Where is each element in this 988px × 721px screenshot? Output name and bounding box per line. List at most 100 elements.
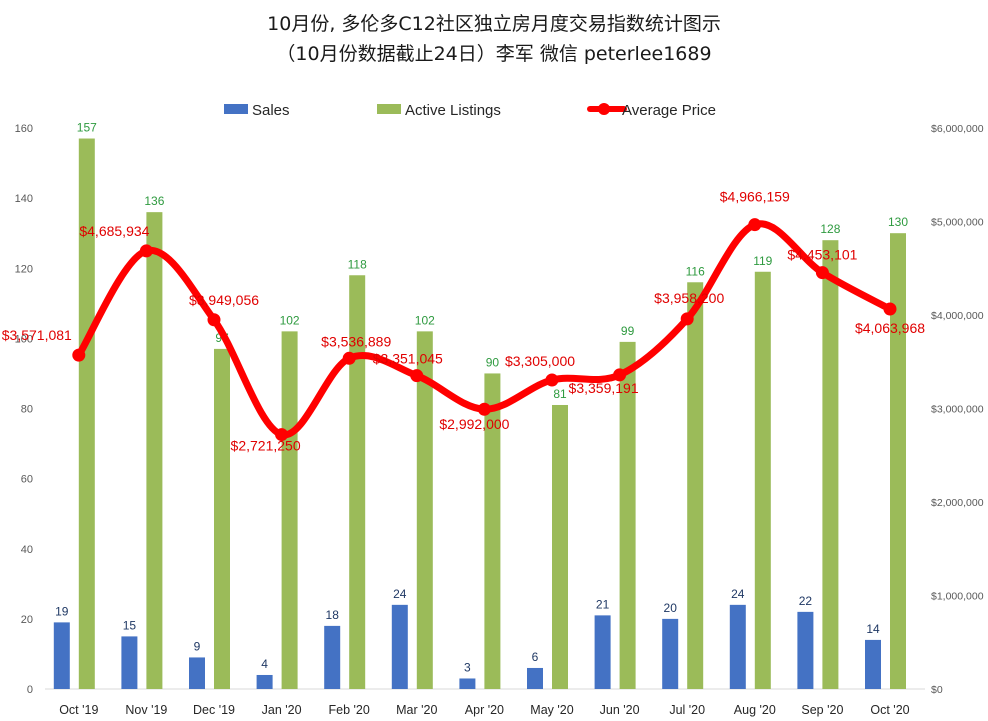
price-marker [139, 244, 153, 258]
y-right-tick-label: $2,000,000 [931, 497, 984, 509]
price-data-label: $3,305,000 [505, 353, 575, 369]
sales-data-label: 9 [194, 639, 201, 653]
y-left-tick-label: 140 [15, 193, 33, 205]
bar-labels: 1915715136997410218118241023906812199201… [55, 121, 908, 675]
sales-data-label: 6 [532, 650, 539, 664]
sales-data-label: 15 [123, 618, 137, 632]
y-right-tick-label: $4,000,000 [931, 310, 984, 322]
price-marker [883, 302, 897, 316]
listings-data-label: 128 [820, 222, 840, 236]
bar-sales [594, 615, 611, 689]
x-tick-label: Jul '20 [669, 703, 705, 717]
bars [53, 138, 906, 690]
listings-data-label: 119 [753, 254, 772, 268]
legend-swatch-price-marker [598, 103, 610, 115]
y-left-tick-label: 60 [21, 474, 33, 486]
price-marker [342, 351, 356, 365]
price-data-label: $3,958,200 [654, 290, 724, 306]
y-right-tick-label: $0 [931, 684, 943, 696]
y-right-tick-label: $6,000,000 [931, 123, 984, 135]
x-tick-label: Dec '19 [193, 703, 235, 717]
sales-data-label: 14 [866, 622, 880, 636]
legend-swatch-sales [224, 104, 248, 114]
legend-label-sales: Sales [252, 102, 290, 119]
sales-data-label: 21 [596, 597, 610, 611]
bar-listings [146, 212, 163, 689]
bar-sales [459, 678, 476, 689]
y-right-tick-label: $3,000,000 [931, 404, 984, 416]
x-tick-label: May '20 [530, 703, 573, 717]
x-tick-label: Aug '20 [734, 703, 776, 717]
sales-data-label: 18 [326, 608, 340, 622]
bar-sales [324, 625, 341, 689]
bar-listings [890, 233, 906, 689]
listings-data-label: 130 [888, 215, 908, 229]
legend: Sales Active Listings Average Price [224, 102, 716, 119]
y-left-tick-label: 80 [21, 404, 33, 416]
y-left-tick-label: 40 [21, 544, 33, 556]
chart-title-line2: （10月份数据截止24日）李军 微信 peterlee1689 [276, 43, 711, 65]
price-marker [680, 312, 694, 326]
bar-listings [552, 404, 568, 689]
price-marker [545, 373, 559, 387]
y-right-tick-label: $5,000,000 [931, 217, 984, 229]
price-marker [207, 313, 221, 327]
price-line-layer [72, 218, 897, 442]
x-tick-label: Sep '20 [801, 703, 843, 717]
bar-sales [729, 604, 746, 689]
bar-listings [78, 138, 95, 690]
y-right-tick-label: $1,000,000 [931, 591, 984, 603]
bar-listings [281, 331, 298, 689]
x-tick-label: Mar '20 [396, 703, 437, 717]
bar-listings [416, 331, 433, 689]
price-data-label: $2,721,250 [231, 438, 301, 454]
price-data-label: $3,949,056 [189, 292, 259, 308]
bar-listings [619, 341, 636, 689]
price-labels: $3,571,081 $4,685,934 $3,949,056 $2,721,250… [2, 189, 925, 454]
x-axis: Oct '19 Nov '19 Dec '19 Jan '20 Feb '20 Mar '… [45, 688, 925, 717]
bar-listings [687, 282, 704, 689]
sales-data-label: 24 [731, 587, 745, 601]
price-data-label: $3,571,081 [2, 327, 72, 343]
bar-sales [53, 622, 70, 689]
bar-sales [797, 611, 814, 689]
sales-data-label: 19 [55, 604, 69, 618]
price-marker [477, 402, 491, 416]
price-marker [613, 368, 627, 382]
x-tick-label: Jan '20 [262, 703, 302, 717]
x-tick-label: Jun '20 [600, 703, 640, 717]
sales-data-label: 4 [261, 657, 268, 671]
sales-data-label: 20 [664, 601, 678, 615]
legend-swatch-listings [377, 104, 401, 114]
listings-data-label: 81 [553, 387, 567, 401]
sales-data-label: 24 [393, 587, 407, 601]
bar-sales [256, 674, 273, 689]
price-marker [72, 348, 86, 362]
listings-data-label: 102 [280, 313, 300, 327]
listings-data-label: 136 [144, 194, 164, 208]
bar-listings [349, 275, 366, 689]
listings-data-label: 102 [415, 313, 435, 327]
chart-title-line1: 10月份, 多伦多C12社区独立房月度交易指数统计图示 [267, 13, 721, 35]
right-axis: $0 $1,000,000 $2,000,000 $3,000,000 $4,000,0… [931, 123, 984, 696]
price-data-label: $4,685,934 [79, 223, 149, 239]
legend-label-price: Average Price [622, 102, 716, 119]
sales-data-label: 3 [464, 660, 471, 674]
price-data-label: $4,966,159 [720, 189, 790, 205]
price-data-label: $3,351,045 [373, 351, 443, 367]
price-data-label: $4,063,968 [855, 320, 925, 336]
price-data-label: $3,359,191 [569, 380, 639, 396]
price-marker [748, 218, 762, 232]
price-data-label: $4,453,101 [787, 247, 857, 263]
listings-data-label: 157 [77, 121, 97, 135]
bar-sales [189, 657, 205, 689]
y-left-tick-label: 0 [27, 684, 33, 696]
price-marker [815, 266, 829, 280]
bar-sales [662, 618, 679, 689]
price-data-label: $2,992,000 [439, 416, 509, 432]
bar-listings [822, 240, 839, 689]
legend-label-listings: Active Listings [405, 102, 501, 119]
x-tick-label: Oct '19 [59, 703, 98, 717]
price-data-label: $3,536,889 [321, 333, 391, 349]
left-axis: 0 20 40 60 80 100 120 140 160 [15, 123, 33, 696]
